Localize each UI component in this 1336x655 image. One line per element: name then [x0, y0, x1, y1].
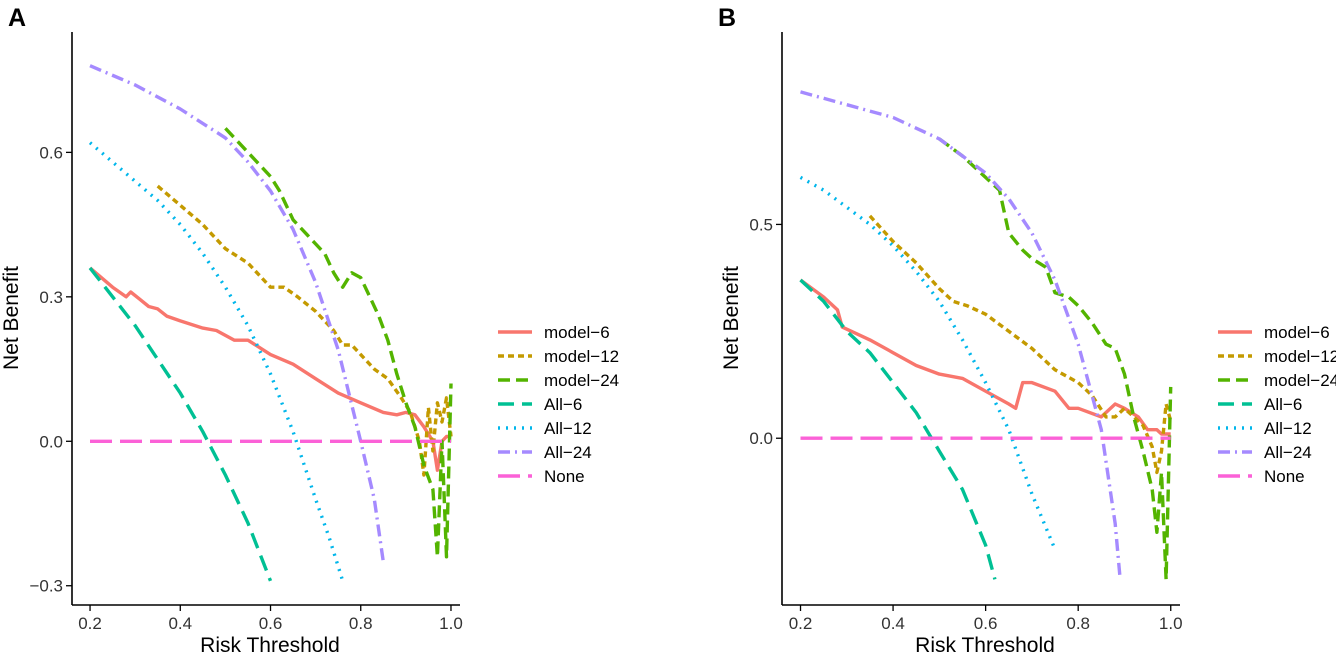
series-line-all-6: [799, 278, 997, 580]
y-axis-title: Net Benefit: [0, 266, 23, 370]
legend-label: model−6: [544, 323, 610, 342]
legend-label: model−6: [1264, 323, 1330, 342]
series-line-model-24: [938, 137, 1173, 581]
x-tick-label: 0.2: [78, 614, 102, 633]
legend-label: model−24: [544, 371, 619, 390]
x-axis-title: Risk Threshold: [200, 634, 340, 655]
x-tick-label: 0.6: [259, 614, 283, 633]
legend-label: All−6: [544, 395, 582, 414]
legend-label: All−24: [1264, 443, 1312, 462]
legend: model−6 model−12 model−24 All−6 All−12 All−24…: [498, 323, 619, 486]
legend-label: model−12: [1264, 347, 1336, 366]
y-tick-label: 0.0: [39, 432, 63, 451]
series-line-model-12: [868, 214, 1173, 475]
y-tick-label: 0.0: [749, 429, 773, 448]
legend-label: All−24: [544, 443, 592, 462]
legend-label: model−12: [544, 347, 619, 366]
series-line-model-12: [156, 184, 453, 477]
y-axis-title: Net Benefit: [720, 266, 743, 370]
series-line-all-12: [799, 175, 1057, 551]
legend-label: model−24: [1264, 371, 1336, 390]
y-tick-label: −0.3: [29, 577, 63, 596]
series-line-all-24: [89, 64, 385, 562]
series-line-all-24: [800, 90, 1122, 576]
y-tick-label: 0.5: [749, 215, 773, 234]
series-line-model-24: [224, 127, 453, 559]
series-line-all-12: [88, 141, 345, 582]
legend-label: None: [544, 467, 585, 486]
series-line-all-6: [88, 266, 273, 582]
legend-label: None: [1264, 467, 1305, 486]
x-tick-label: 0.8: [1066, 614, 1090, 633]
x-tick-label: 0.2: [789, 614, 813, 633]
x-axis-title: Risk Threshold: [915, 634, 1055, 655]
y-tick-label: 0.3: [39, 288, 63, 307]
panel-label-b: B: [718, 4, 736, 32]
chart-panel-b: B 0.2 0.4 0.6 0.8 1.0 0.0 0.5 Risk Threshold Net …: [718, 4, 1336, 655]
x-tick-label: 1.0: [439, 614, 463, 633]
legend-label: All−12: [544, 419, 592, 438]
x-tick-label: 1.0: [1159, 614, 1183, 633]
y-tick-label: 0.6: [39, 143, 63, 162]
x-tick-label: 0.4: [168, 614, 192, 633]
x-tick-label: 0.8: [349, 614, 373, 633]
legend-label: All−6: [1264, 395, 1302, 414]
x-tick-label: 0.6: [974, 614, 998, 633]
legend: model−6 model−12 model−24 All−6 All−12 All−24…: [1218, 323, 1336, 486]
x-tick-label: 0.4: [881, 614, 905, 633]
panel-label-a: A: [8, 4, 26, 32]
legend-label: All−12: [1264, 419, 1312, 438]
series-line-model-6: [799, 278, 1171, 436]
